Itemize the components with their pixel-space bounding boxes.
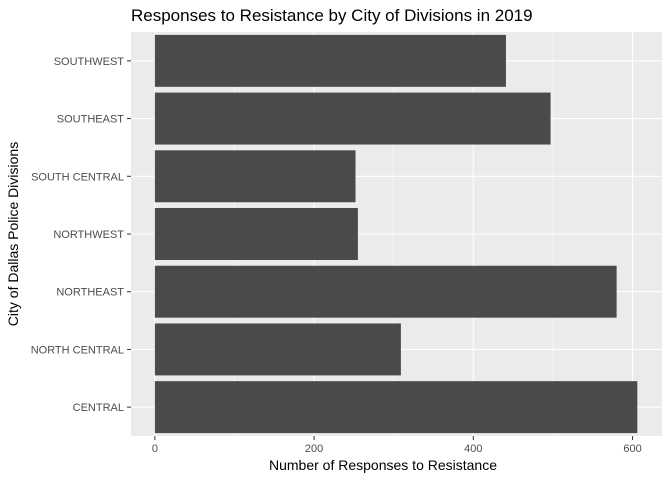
bars <box>154 34 638 434</box>
bar-northwest <box>154 208 358 260</box>
x-tick-label: 400 <box>464 443 482 455</box>
bar-northeast <box>154 265 617 318</box>
y-tick-label: SOUTH CENTRAL <box>31 171 124 183</box>
y-tick-label: NORTHEAST <box>56 287 124 299</box>
x-axis-title: Number of Responses to Resistance <box>269 457 497 473</box>
bar-south-central <box>154 150 356 203</box>
x-tick-label: 600 <box>623 443 641 455</box>
y-axis-title: City of Dallas Police Divisions <box>5 142 21 326</box>
y-axis-ticks: CENTRAL NORTH CENTRAL NORTHEAST NORTHWEST SO… <box>31 56 131 414</box>
bar-central <box>154 381 638 434</box>
x-tick-label: 0 <box>152 443 158 455</box>
y-tick-label: SOUTHEAST <box>57 114 125 126</box>
y-tick-label: SOUTHWEST <box>54 56 125 68</box>
bar-north-central <box>154 323 401 376</box>
y-tick-label: NORTH CENTRAL <box>31 344 124 356</box>
x-axis-ticks: 0 200 400 600 <box>152 436 642 455</box>
x-tick-label: 200 <box>305 443 323 455</box>
y-tick-label: NORTHWEST <box>53 229 124 241</box>
bar-southwest <box>154 34 506 87</box>
chart-title: Responses to Resistance by City of Divis… <box>131 6 533 25</box>
bar-southeast <box>154 92 551 145</box>
y-tick-label: CENTRAL <box>73 402 124 414</box>
